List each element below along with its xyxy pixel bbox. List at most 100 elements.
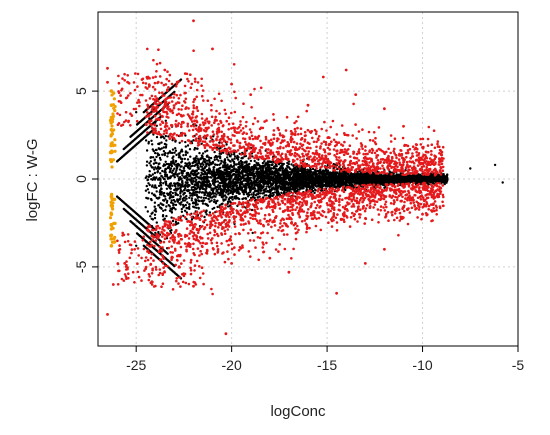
black-point bbox=[173, 188, 176, 192]
black-point bbox=[227, 189, 231, 192]
black-point bbox=[151, 184, 154, 187]
black-point bbox=[241, 172, 244, 176]
black-point bbox=[265, 166, 268, 170]
black-point bbox=[170, 229, 173, 232]
black-point bbox=[189, 174, 192, 178]
black-point bbox=[211, 190, 215, 194]
black-point bbox=[182, 154, 185, 157]
black-point bbox=[145, 149, 149, 152]
black-point bbox=[242, 191, 245, 194]
black-point bbox=[179, 186, 182, 190]
black-point bbox=[195, 124, 198, 127]
black-point bbox=[172, 206, 176, 210]
black-point bbox=[158, 196, 161, 199]
black-point bbox=[144, 139, 148, 142]
black-point bbox=[226, 200, 230, 203]
black-point bbox=[200, 142, 203, 145]
black-point bbox=[213, 158, 216, 162]
black-point bbox=[290, 185, 294, 188]
black-point bbox=[205, 175, 208, 179]
black-point bbox=[222, 178, 226, 181]
black-point bbox=[219, 162, 222, 165]
black-point bbox=[229, 164, 232, 168]
black-point bbox=[157, 167, 161, 170]
black-point bbox=[162, 146, 165, 149]
black-point bbox=[236, 158, 240, 161]
black-point bbox=[296, 169, 299, 173]
black-point bbox=[357, 178, 360, 181]
black-point bbox=[214, 185, 217, 188]
black-point bbox=[171, 202, 174, 205]
black-point bbox=[240, 160, 244, 164]
black-point bbox=[159, 178, 162, 181]
black-point bbox=[226, 156, 229, 159]
black-point bbox=[212, 200, 216, 204]
black-point bbox=[193, 158, 196, 161]
black-point bbox=[225, 143, 228, 146]
black-point bbox=[159, 181, 162, 185]
black-point bbox=[217, 184, 220, 187]
black-point bbox=[342, 178, 345, 182]
black-point bbox=[185, 197, 188, 200]
black-point bbox=[157, 154, 160, 157]
black-point bbox=[190, 199, 193, 202]
black-point bbox=[196, 183, 200, 186]
black-point bbox=[170, 171, 174, 174]
black-point bbox=[291, 187, 295, 191]
black-point bbox=[273, 191, 277, 194]
black-point bbox=[164, 208, 167, 212]
black-point bbox=[164, 171, 167, 174]
black-point bbox=[359, 181, 363, 184]
black-point bbox=[213, 156, 216, 159]
black-point bbox=[173, 176, 176, 179]
black-point bbox=[232, 169, 235, 173]
black-point bbox=[162, 163, 166, 166]
black-point bbox=[359, 172, 362, 175]
black-point bbox=[193, 193, 196, 197]
black-point bbox=[181, 203, 185, 207]
black-point bbox=[195, 163, 199, 166]
black-point bbox=[154, 161, 157, 164]
black-point bbox=[236, 178, 239, 182]
black-point bbox=[213, 198, 216, 201]
black-point bbox=[183, 176, 187, 179]
black-point bbox=[229, 180, 232, 183]
black-point bbox=[206, 162, 209, 165]
black-point bbox=[218, 193, 221, 197]
black-point bbox=[219, 185, 222, 188]
black-point bbox=[171, 219, 175, 223]
black-point bbox=[154, 210, 158, 213]
black-point bbox=[261, 192, 265, 195]
black-point bbox=[208, 211, 212, 214]
black-point bbox=[188, 202, 191, 206]
black-point bbox=[243, 167, 246, 170]
black-point bbox=[201, 200, 205, 203]
black-point bbox=[163, 169, 167, 172]
black-point bbox=[273, 187, 277, 190]
black-point bbox=[236, 154, 239, 158]
black-point bbox=[182, 185, 185, 188]
black-point bbox=[231, 173, 235, 176]
black-point bbox=[179, 188, 182, 192]
black-point bbox=[263, 160, 266, 163]
black-point bbox=[281, 163, 284, 167]
black-point bbox=[259, 192, 262, 195]
black-point bbox=[192, 191, 195, 194]
black-point bbox=[200, 154, 204, 157]
black-point bbox=[178, 202, 182, 205]
black-point bbox=[191, 161, 194, 165]
black-point bbox=[244, 186, 247, 189]
black-point bbox=[153, 205, 156, 208]
black-point bbox=[237, 169, 240, 173]
black-point bbox=[300, 177, 303, 180]
black-point bbox=[146, 178, 149, 182]
black-point bbox=[171, 169, 175, 172]
black-point bbox=[290, 163, 293, 166]
black-point bbox=[231, 198, 234, 201]
black-point bbox=[210, 176, 213, 179]
black-point bbox=[357, 175, 360, 178]
black-point bbox=[292, 177, 295, 180]
black-point bbox=[265, 185, 268, 188]
black-point bbox=[195, 155, 198, 158]
black-point bbox=[216, 163, 219, 167]
